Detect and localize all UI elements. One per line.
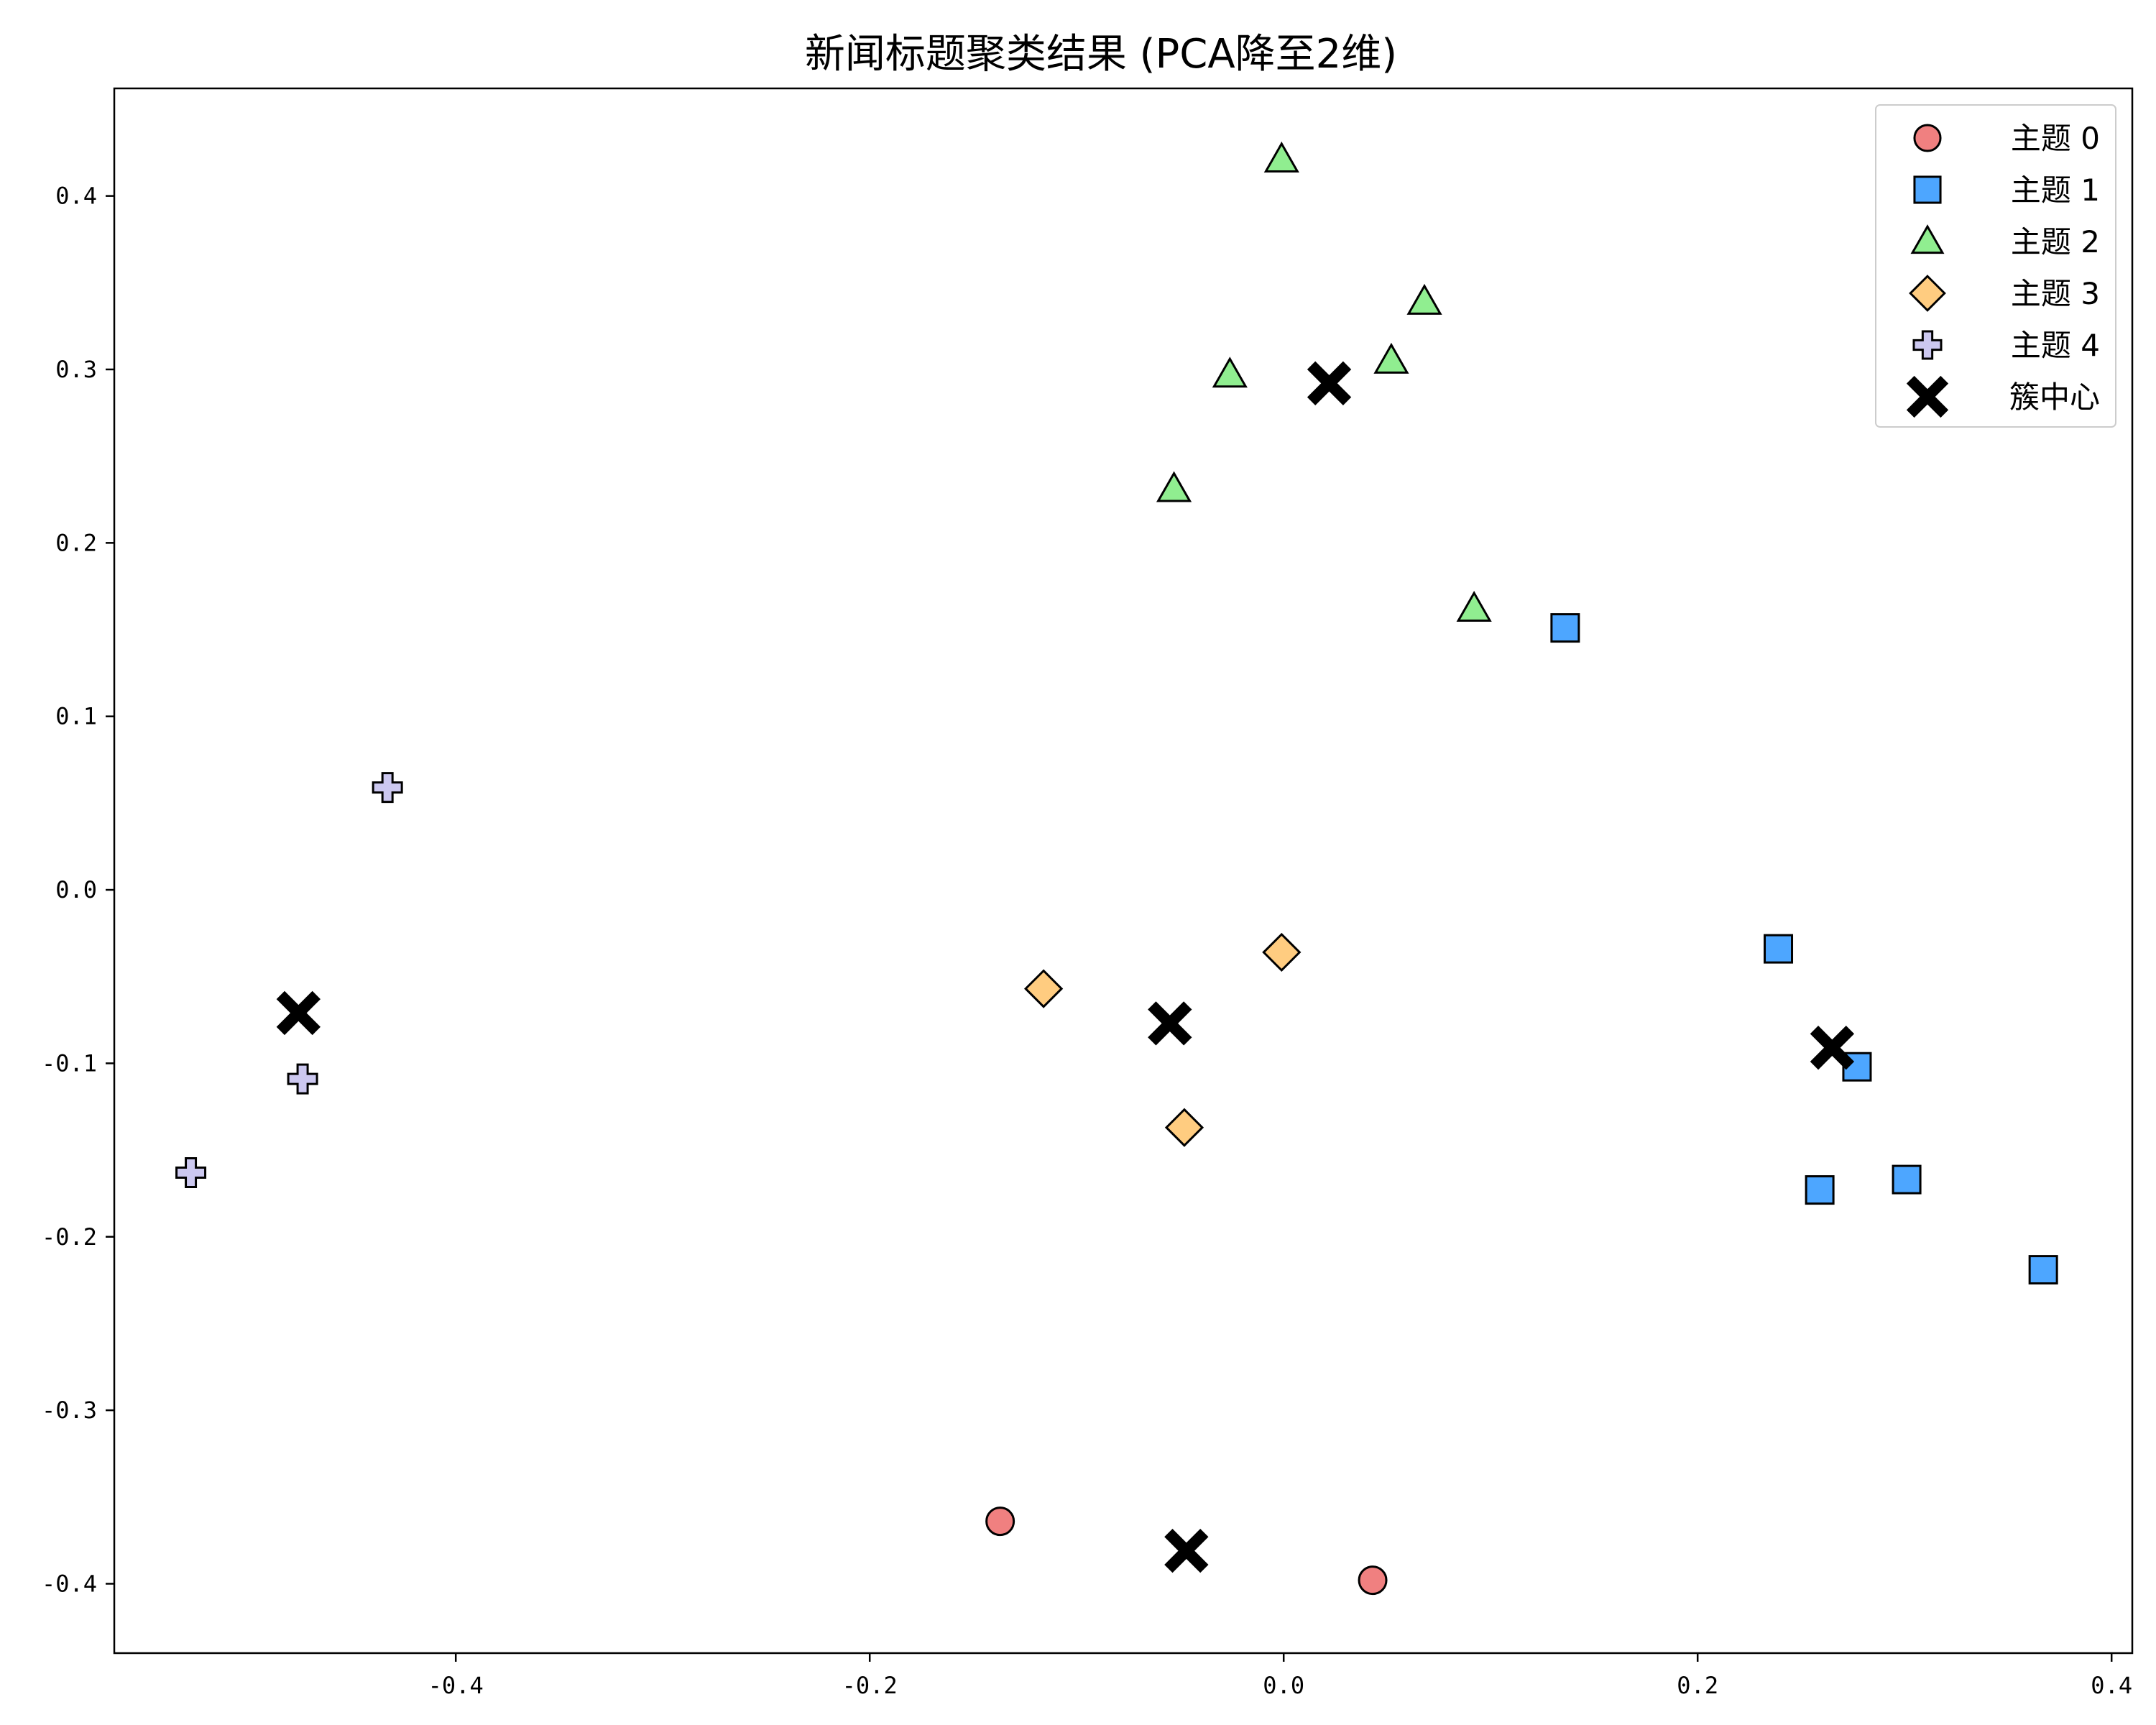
data-point-s3-0: [1023, 969, 1064, 1008]
y-tick-label: -0.1: [42, 1049, 97, 1077]
data-point-s1-1: [1764, 934, 1794, 964]
data-point-s2-0: [1263, 141, 1299, 172]
y-tick-label: -0.4: [42, 1570, 97, 1597]
legend-marker-2: [1910, 224, 1945, 254]
data-point-s2-2: [1212, 356, 1248, 388]
cluster-center-point-s5-3: [1810, 1026, 1855, 1070]
x-tick-label: -0.2: [842, 1672, 898, 1699]
legend-label: 主题 2: [2011, 224, 2100, 259]
legend-label: 主题 3: [2011, 276, 2100, 311]
cluster-center-point-s5-4: [1164, 1528, 1209, 1573]
data-point-s2-1: [1406, 283, 1442, 315]
data-point-s4-0: [372, 772, 403, 804]
legend-label: 主题 1: [2011, 172, 2100, 208]
data-points: [175, 141, 2058, 1596]
legend-marker-4: [1912, 330, 1943, 360]
y-tick-label: -0.2: [42, 1223, 97, 1251]
legend-marker-3: [1909, 275, 1946, 312]
legend-marker-1: [1913, 175, 1942, 204]
chart-title: 新闻标题聚类结果 (PCA降至2维): [805, 31, 1397, 78]
data-point-s3-1: [1262, 932, 1302, 972]
cluster-center-point-s5-2: [1307, 361, 1352, 405]
cluster-center-point-s5-1: [1148, 1001, 1192, 1046]
y-tick-label: 0.0: [55, 876, 97, 903]
data-point-s1-4: [1892, 1164, 1922, 1195]
legend-marker-0: [1913, 124, 1942, 152]
y-tick-label: 0.4: [55, 183, 97, 210]
x-tick-label: 0.4: [2091, 1672, 2132, 1699]
data-point-s2-5: [1456, 591, 1492, 622]
data-point-s0-0: [985, 1506, 1015, 1537]
x-tick-label: 0.0: [1263, 1672, 1304, 1699]
y-tick-label: 0.3: [55, 356, 97, 383]
axis-ticks: -0.4 -0.2 0.0 0.2 0.4 0.4 0.3 0.2 0.1 0.0 -0.1 -0.2…: [42, 183, 2132, 1699]
y-tick-label: -0.3: [42, 1397, 97, 1424]
y-tick-label: 0.1: [55, 703, 97, 730]
data-point-s1-5: [2028, 1255, 2058, 1285]
plot-area: [113, 87, 2134, 1655]
cluster-center-point-s5-0: [276, 990, 321, 1036]
data-point-s2-4: [1156, 471, 1192, 502]
legend-label: 簇中心: [2009, 380, 2100, 415]
y-tick-label: 0.2: [55, 529, 97, 556]
legend-label: 主题 0: [2011, 121, 2100, 156]
data-point-s0-1: [1358, 1565, 1388, 1596]
data-point-s3-2: [1164, 1108, 1204, 1147]
legend-label: 主题 4: [2011, 328, 2100, 363]
x-tick-label: 0.2: [1677, 1672, 1718, 1699]
data-point-s2-3: [1373, 342, 1409, 374]
data-point-s1-0: [1550, 613, 1580, 643]
legend: 主题 0 主题 1 主题 2 主题 3 主题 4 簇中心: [1875, 104, 2116, 428]
data-point-s1-3: [1805, 1175, 1835, 1205]
data-point-s4-1: [287, 1063, 318, 1095]
x-tick-label: -0.4: [428, 1672, 484, 1699]
data-point-s4-2: [175, 1156, 207, 1188]
legend-marker-5: [1906, 375, 1949, 418]
